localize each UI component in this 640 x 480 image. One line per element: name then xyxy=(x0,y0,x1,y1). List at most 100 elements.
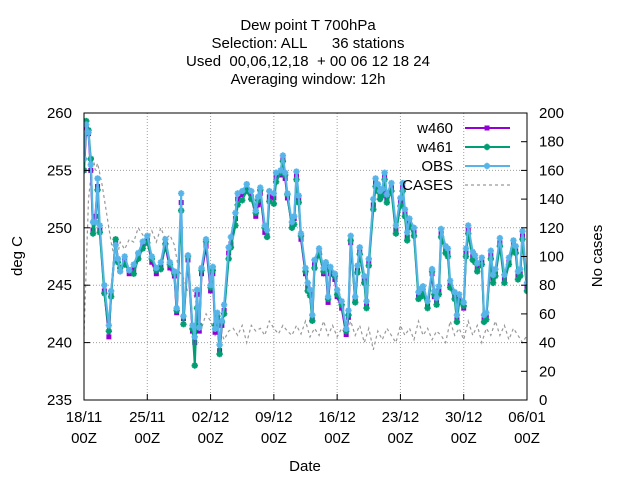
data-point-obs xyxy=(528,226,534,232)
data-point-obs xyxy=(310,313,314,317)
data-point-obs xyxy=(274,171,278,175)
series-cases xyxy=(84,156,527,350)
data-point-obs xyxy=(344,327,348,331)
data-point-obs xyxy=(407,217,412,221)
data-point-obs xyxy=(346,308,351,313)
data-point-w461 xyxy=(405,238,409,243)
data-point-w461 xyxy=(455,320,459,324)
data-point-obs xyxy=(245,182,249,186)
data-point-obs xyxy=(215,311,219,315)
data-point-w461 xyxy=(534,232,537,235)
data-point-obs xyxy=(333,272,337,276)
chart-title-line: Dew point T 700hPa xyxy=(240,17,376,34)
data-point-obs xyxy=(227,245,231,249)
data-point-obs xyxy=(98,223,102,228)
data-point-w460 xyxy=(534,228,539,233)
data-point-obs xyxy=(123,254,127,259)
data-point-obs xyxy=(233,211,238,215)
y-tick-label: 235 xyxy=(47,392,72,409)
data-point-w460 xyxy=(325,299,331,305)
data-point-obs xyxy=(186,253,190,257)
data-point-obs xyxy=(172,269,177,274)
data-point-w460 xyxy=(131,266,137,272)
data-point-obs xyxy=(265,228,269,232)
data-point-obs xyxy=(193,335,197,339)
data-point-obs xyxy=(84,122,88,127)
data-point-obs xyxy=(464,246,468,251)
data-point-obs xyxy=(145,234,149,238)
data-point-obs xyxy=(109,289,113,293)
data-point-obs xyxy=(249,189,253,193)
data-point-w461 xyxy=(159,267,163,271)
data-point-obs xyxy=(537,236,543,242)
x-axis-label: Date xyxy=(289,458,321,475)
data-point-obs xyxy=(204,237,208,241)
data-point-obs xyxy=(462,300,466,305)
data-point-w460 xyxy=(526,270,527,276)
y2-tick-label: 20 xyxy=(539,363,556,380)
data-point-obs xyxy=(502,273,506,277)
x-tick-label: 02/12 xyxy=(192,409,230,426)
data-point-obs xyxy=(401,181,405,185)
y2-tick-label: 100 xyxy=(539,249,564,266)
data-point-obs xyxy=(530,227,533,230)
data-point-obs xyxy=(364,299,369,303)
data-point-obs xyxy=(534,224,537,227)
data-point-obs xyxy=(132,262,136,267)
data-point-obs xyxy=(421,284,425,288)
data-point-w461 xyxy=(539,243,542,246)
data-point-obs xyxy=(195,288,199,292)
x-tick-label: 00Z xyxy=(134,430,160,447)
data-point-w460 xyxy=(212,329,218,335)
data-point-obs xyxy=(312,258,317,262)
data-point-obs xyxy=(514,244,518,248)
data-point-w461 xyxy=(425,306,430,310)
data-point-obs xyxy=(141,239,145,244)
data-point-obs xyxy=(321,266,326,270)
data-point-obs xyxy=(256,195,260,199)
x-tick-label: 00Z xyxy=(451,430,477,447)
y2-tick-label: 200 xyxy=(539,105,564,122)
data-point-obs xyxy=(455,313,459,317)
legend-label: OBS xyxy=(421,158,453,175)
data-point-obs xyxy=(398,196,403,200)
data-point-obs xyxy=(491,273,495,277)
data-point-obs xyxy=(297,194,301,198)
data-point-w461 xyxy=(265,235,269,239)
data-point-obs xyxy=(498,236,502,240)
data-point-obs xyxy=(349,234,353,238)
data-point-w460 xyxy=(167,265,173,271)
data-point-w461 xyxy=(123,262,127,267)
data-point-w460 xyxy=(106,334,112,340)
data-point-obs xyxy=(190,323,195,327)
data-point-obs xyxy=(229,235,233,239)
data-point-obs xyxy=(425,299,430,303)
data-point-obs xyxy=(473,253,477,257)
data-point-w461 xyxy=(484,318,488,322)
data-point-w461 xyxy=(132,272,136,276)
data-point-obs xyxy=(539,238,542,241)
data-point-obs xyxy=(434,296,439,300)
data-point-obs xyxy=(507,256,511,260)
data-point-obs xyxy=(290,220,294,224)
data-point-w461 xyxy=(475,269,479,274)
data-point-obs xyxy=(222,303,226,307)
grid xyxy=(84,113,527,400)
data-point-obs xyxy=(511,238,516,243)
y2-tick-label: 120 xyxy=(539,220,564,237)
data-point-obs xyxy=(150,254,154,259)
series-line-obs xyxy=(84,124,527,345)
data-point-obs xyxy=(430,267,434,271)
data-point-w460 xyxy=(126,271,132,277)
data-point-obs xyxy=(432,289,436,293)
x-tick-label: 00Z xyxy=(324,430,350,447)
x-tick-label: 30/12 xyxy=(445,409,483,426)
data-point-obs xyxy=(306,281,310,285)
data-point-obs xyxy=(118,269,122,274)
data-point-obs xyxy=(355,264,360,268)
data-point-obs xyxy=(102,283,106,287)
data-point-obs xyxy=(175,306,179,310)
data-point-obs xyxy=(484,311,488,315)
data-point-w460 xyxy=(529,231,534,236)
